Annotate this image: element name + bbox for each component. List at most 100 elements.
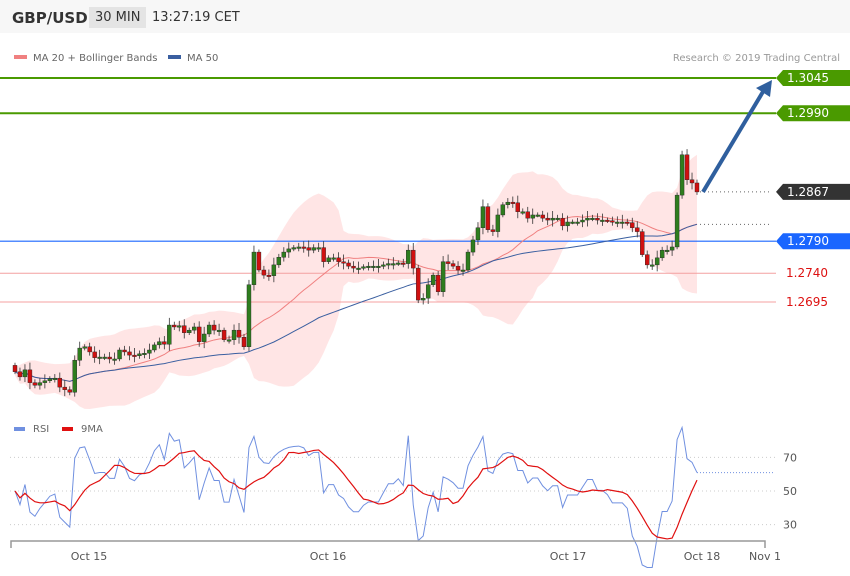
symbol-title: GBP/USD bbox=[12, 9, 88, 27]
rsi-ma-line bbox=[14, 449, 698, 540]
candle-body bbox=[147, 349, 152, 354]
candle-body bbox=[555, 217, 560, 220]
candle-body bbox=[580, 219, 585, 223]
candle-body bbox=[37, 382, 43, 386]
candle-body bbox=[206, 324, 212, 335]
candle-body bbox=[630, 222, 635, 228]
candle-body bbox=[326, 257, 331, 262]
bollinger-band bbox=[15, 154, 697, 410]
timeframe-button[interactable]: 30 MIN bbox=[89, 7, 147, 28]
candle-body bbox=[654, 257, 660, 266]
candle-body bbox=[595, 217, 600, 221]
candle-body bbox=[625, 221, 630, 224]
candle-body bbox=[525, 211, 530, 219]
rsi-tick-label: 30 bbox=[783, 519, 797, 532]
candle-body bbox=[540, 214, 545, 219]
candle-body bbox=[107, 356, 112, 360]
candle-body bbox=[221, 329, 227, 340]
candle-body bbox=[62, 386, 67, 390]
ma20-line bbox=[14, 215, 698, 382]
x-axis bbox=[10, 540, 766, 548]
candle-body bbox=[669, 246, 675, 251]
candle-body bbox=[361, 266, 366, 269]
ma50-legend-label: MA 50 bbox=[187, 53, 218, 64]
candle-body bbox=[167, 324, 172, 345]
candle-body bbox=[296, 246, 301, 249]
candle-body bbox=[520, 211, 525, 214]
candle-body bbox=[510, 201, 516, 204]
candle-body bbox=[112, 358, 117, 361]
candle-body bbox=[575, 221, 580, 224]
candle-body bbox=[127, 351, 132, 356]
candle-body bbox=[236, 329, 242, 338]
candle-body bbox=[679, 154, 685, 196]
candle-body bbox=[530, 214, 535, 219]
candle-body bbox=[196, 326, 202, 342]
candle-body bbox=[152, 344, 157, 351]
candle-body bbox=[261, 269, 267, 276]
candle-body bbox=[306, 247, 311, 251]
candle-body bbox=[590, 217, 595, 220]
x-tick-label: Oct 15 bbox=[71, 550, 108, 563]
candle-body bbox=[311, 247, 316, 251]
candle-body bbox=[545, 217, 550, 221]
rsi-tick-label: 50 bbox=[783, 485, 797, 498]
candle-body bbox=[535, 214, 540, 217]
candle-body bbox=[480, 206, 486, 228]
candle-body bbox=[246, 284, 252, 348]
candle-body bbox=[386, 263, 391, 266]
target-label: 1.3045 bbox=[787, 71, 829, 85]
rsi-ma-legend-swatch bbox=[62, 427, 73, 431]
candle-body bbox=[52, 377, 58, 380]
candle-body bbox=[57, 377, 63, 388]
candle-body bbox=[67, 389, 72, 393]
candle-body bbox=[346, 262, 351, 267]
pivot-label: 1.2790 bbox=[787, 234, 829, 248]
candle-body bbox=[460, 269, 466, 272]
candle-body bbox=[485, 206, 491, 230]
candle-body bbox=[500, 204, 506, 216]
candle-body bbox=[610, 220, 615, 223]
timestamp: 13:27:19 CET bbox=[152, 10, 240, 25]
candle-body bbox=[490, 229, 496, 232]
rsi-legend-label: RSI bbox=[33, 424, 49, 435]
target-tag bbox=[776, 105, 850, 122]
candle-body bbox=[371, 265, 376, 268]
candle-body bbox=[376, 265, 381, 268]
candle-body bbox=[122, 349, 127, 353]
forecast-arrowhead bbox=[756, 80, 772, 97]
candle-body bbox=[316, 247, 321, 250]
rsi-ma-legend-label: 9MA bbox=[81, 424, 103, 435]
candle-body bbox=[276, 257, 282, 266]
candle-body bbox=[266, 274, 272, 277]
candle-body bbox=[177, 325, 182, 328]
candle-body bbox=[445, 261, 451, 264]
candle-body bbox=[92, 351, 97, 358]
candle-body bbox=[505, 201, 511, 205]
candle-body bbox=[450, 263, 456, 267]
x-tick-label: Oct 16 bbox=[310, 550, 347, 563]
candle-body bbox=[440, 261, 446, 292]
candle-body bbox=[475, 227, 481, 241]
candle-body bbox=[550, 217, 555, 221]
candle-body bbox=[321, 247, 326, 262]
candle-body bbox=[381, 264, 386, 267]
last-price-tag bbox=[776, 183, 850, 200]
candle-body bbox=[391, 263, 396, 266]
ma50-line bbox=[14, 223, 698, 382]
candle-body bbox=[102, 356, 107, 359]
target-label: 1.2990 bbox=[787, 106, 829, 120]
candle-body bbox=[684, 154, 690, 180]
candle-body bbox=[455, 265, 461, 271]
candle-body bbox=[286, 248, 291, 253]
candle-body bbox=[600, 219, 605, 222]
candle-body bbox=[396, 262, 401, 265]
candle-body bbox=[22, 369, 28, 378]
support-label: 1.2695 bbox=[786, 295, 828, 309]
candle-body bbox=[620, 221, 625, 224]
candle-body bbox=[216, 329, 222, 332]
candle-body bbox=[635, 227, 640, 232]
candle-body bbox=[182, 325, 187, 333]
candle-body bbox=[366, 265, 371, 268]
